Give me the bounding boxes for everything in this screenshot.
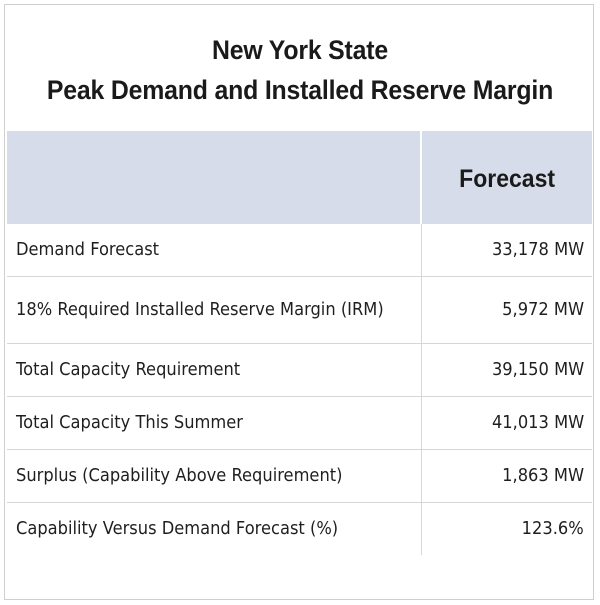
table-row: 18% Required Installed Reserve Margin (I… — [7, 276, 592, 344]
row-label-cell: Total Capacity Requirement — [7, 343, 422, 397]
table-row: Surplus (Capability Above Requirement) 1… — [7, 449, 592, 503]
row-value: 5,972 MW — [502, 300, 584, 320]
row-label-cell: Capability Versus Demand Forecast (%) — [7, 502, 422, 555]
table-row: Total Capacity This Summer 41,013 MW — [7, 396, 592, 450]
row-label: Total Capacity This Summer — [16, 412, 243, 433]
row-value: 39,150 MW — [491, 360, 584, 380]
table-header-row: Forecast — [7, 131, 592, 224]
row-label-cell: Demand Forecast — [7, 224, 422, 277]
reserve-margin-table: Forecast Demand Forecast 33,178 MW 18% R… — [7, 131, 592, 555]
row-label: Surplus (Capability Above Requirement) — [16, 465, 343, 486]
row-value: 41,013 MW — [491, 413, 584, 433]
row-value-cell: 5,972 MW — [421, 276, 592, 344]
table-row: Total Capacity Requirement 39,150 MW — [7, 343, 592, 397]
row-value-cell: 33,178 MW — [421, 224, 592, 277]
row-label: Capability Versus Demand Forecast (%) — [16, 518, 339, 539]
row-label-cell: Surplus (Capability Above Requirement) — [7, 449, 422, 503]
row-label-cell: 18% Required Installed Reserve Margin (I… — [7, 276, 422, 344]
header-forecast-cell: Forecast — [421, 131, 592, 224]
row-value: 1,863 MW — [502, 466, 584, 486]
row-value-cell: 1,863 MW — [421, 449, 592, 503]
row-value-cell: 41,013 MW — [421, 396, 592, 450]
header-forecast-label: Forecast — [459, 165, 555, 193]
row-value-cell: 39,150 MW — [421, 343, 592, 397]
table-row: Capability Versus Demand Forecast (%) 12… — [7, 502, 592, 556]
row-label: Total Capacity Requirement — [16, 359, 241, 380]
row-value: 33,178 MW — [491, 240, 584, 260]
title-line-1: New York State — [212, 35, 388, 65]
table-row: Demand Forecast 33,178 MW — [7, 224, 592, 277]
row-label: Demand Forecast — [16, 239, 160, 260]
title-line-2: Peak Demand and Installed Reserve Margin — [46, 75, 554, 105]
row-value: 123.6% — [521, 519, 584, 539]
row-label-cell: Total Capacity This Summer — [7, 396, 422, 450]
row-label: 18% Required Installed Reserve Margin (I… — [16, 299, 384, 320]
row-value-cell: 123.6% — [421, 503, 592, 556]
page-title: New York State Peak Demand and Installed… — [24, 30, 576, 110]
header-label-cell — [7, 131, 422, 224]
